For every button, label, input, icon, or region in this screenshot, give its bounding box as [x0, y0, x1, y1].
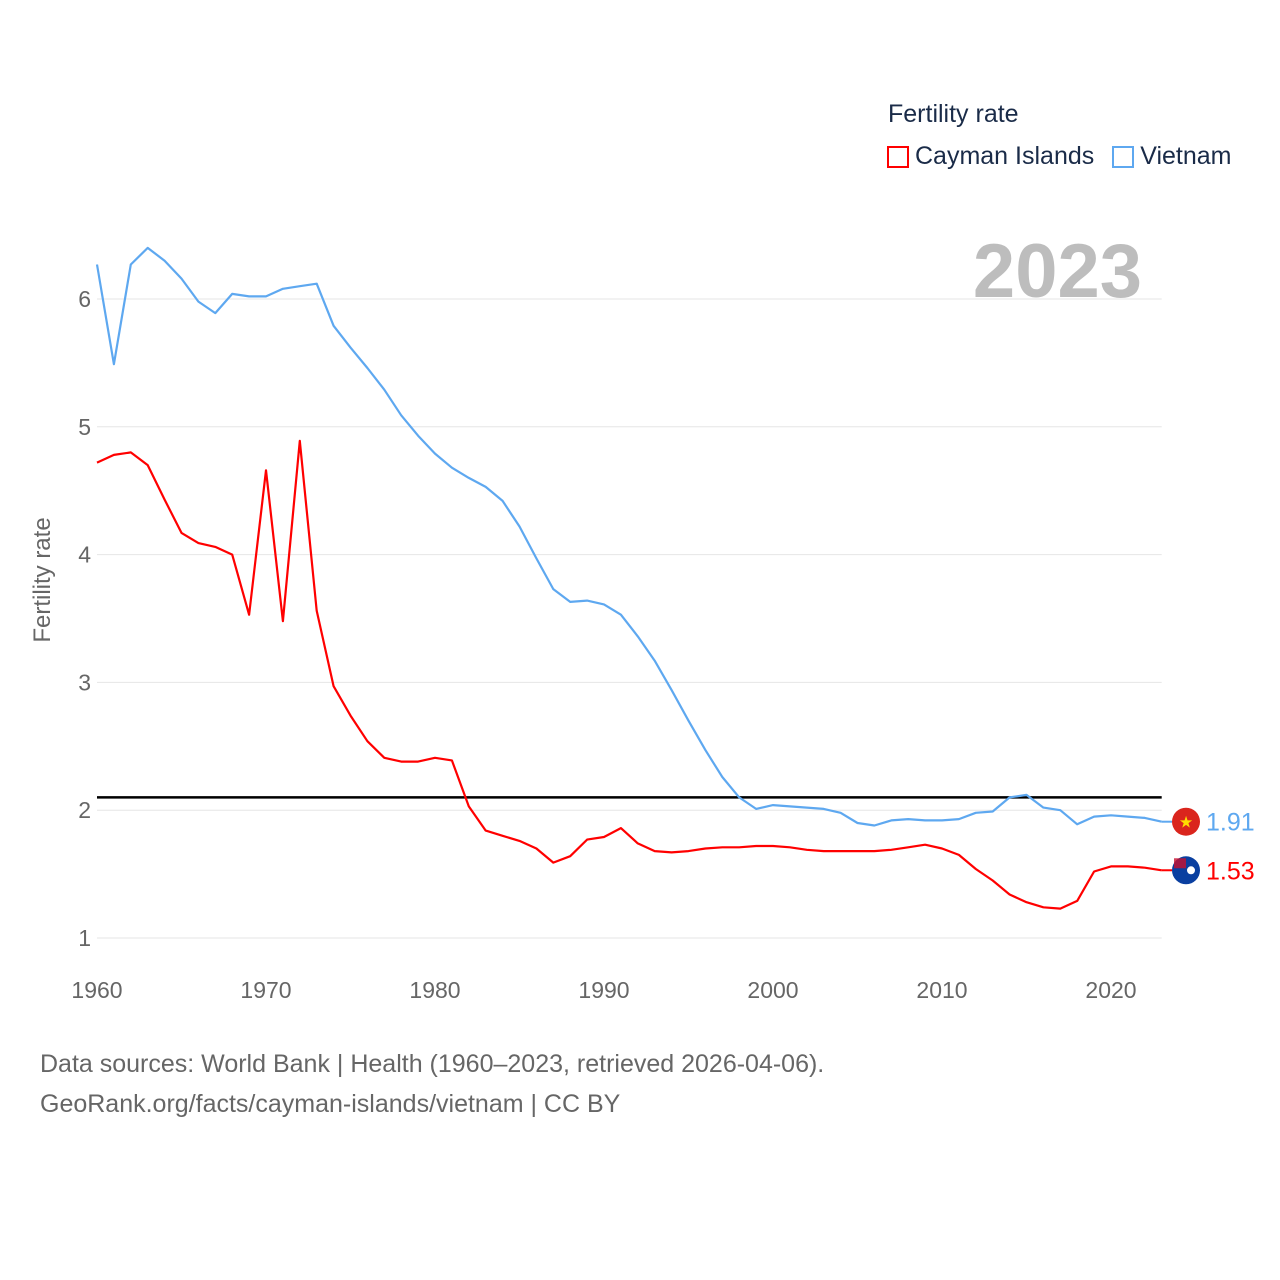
y-tick-label: 3: [78, 669, 91, 695]
legend-item-cayman-islands[interactable]: Cayman Islands: [887, 142, 1094, 171]
y-tick-label: 1: [78, 925, 91, 951]
footer: Data sources: World Bank | Health (1960–…: [40, 1044, 824, 1124]
x-tick-label: 1980: [409, 977, 460, 1003]
union-jack-icon: [1174, 858, 1186, 869]
vietnam-flag-icon: [1172, 807, 1200, 836]
y-tick-label: 2: [78, 797, 91, 823]
x-tick-label: 1970: [240, 977, 291, 1003]
coat-of-arms-icon: [1187, 866, 1195, 875]
series-line-cayman-islands: [96, 439, 1162, 910]
y-tick-label: 5: [78, 414, 91, 440]
source-link[interactable]: GeoRank.org/facts/cayman-islands/vietnam…: [40, 1090, 621, 1118]
legend-label: Cayman Islands: [915, 142, 1095, 170]
legend-swatch: [1112, 145, 1135, 168]
series-line-vietnam: [95, 246, 1162, 827]
y-axis-label: Fertility rate: [29, 517, 56, 643]
x-tick-label: 2020: [1085, 977, 1136, 1003]
legend-title: Fertility rate: [888, 100, 1019, 128]
end-value-label: 1.91: [1206, 809, 1255, 837]
star-icon: ★: [1179, 815, 1193, 832]
legend: Cayman Islands Vietnam: [887, 142, 1232, 171]
current-year: 2023: [972, 229, 1142, 314]
x-tick-label: 2000: [747, 977, 798, 1003]
x-tick-label: 1990: [578, 977, 629, 1003]
end-value-label: 1.53: [1206, 857, 1255, 885]
legend-label: Vietnam: [1140, 142, 1232, 170]
y-tick-label: 4: [78, 542, 91, 568]
x-tick-label: 2010: [916, 977, 967, 1003]
legend-swatch: [887, 145, 909, 168]
y-tick-label: 6: [78, 286, 91, 312]
x-tick-label: 1960: [71, 977, 122, 1003]
data-source: Data sources: World Bank | Health (1960–…: [40, 1050, 825, 1078]
legend-item-vietnam[interactable]: Vietnam: [1112, 142, 1232, 171]
